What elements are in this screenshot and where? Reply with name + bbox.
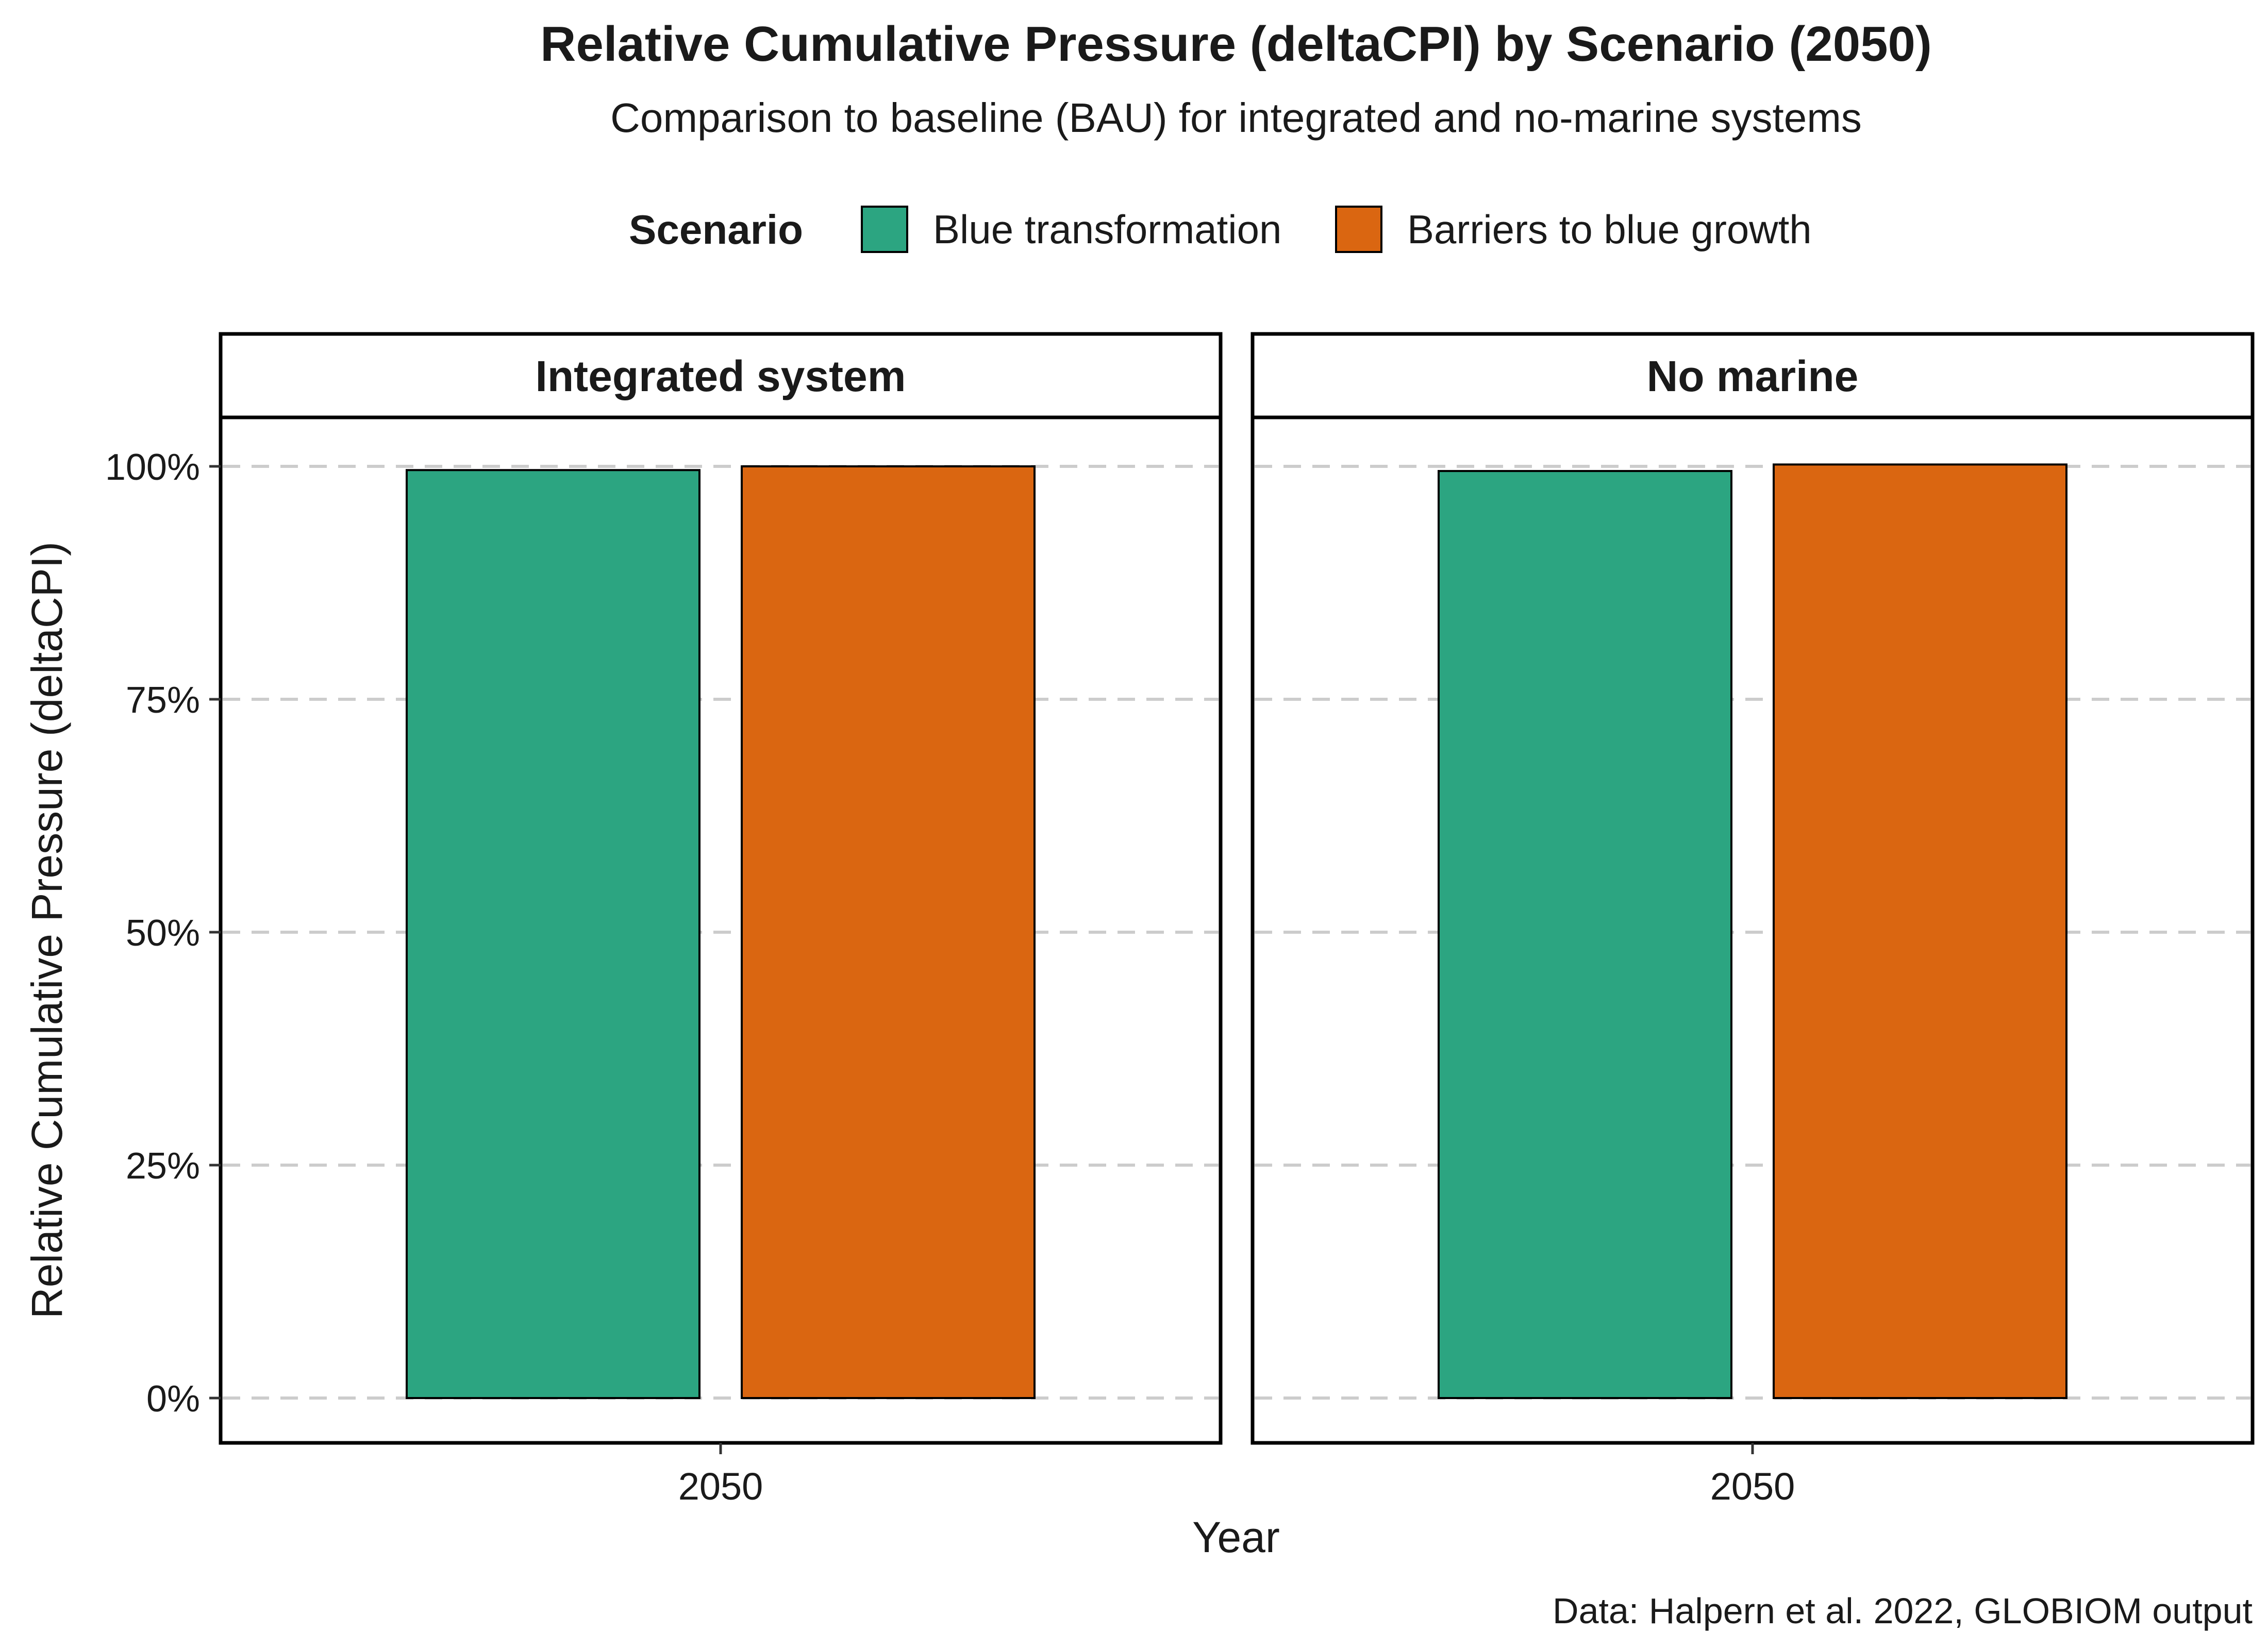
legend: Scenario Blue transformation Barriers to b…: [629, 206, 1812, 253]
legend-label: Blue transformation: [933, 207, 1281, 252]
y-axis-label: Relative Cumulative Pressure (deltaCPI): [23, 542, 71, 1319]
y-tick-label: 25%: [126, 1146, 200, 1187]
chart-subtitle: Comparison to baseline (BAU) for integra…: [610, 95, 1862, 141]
facet-panel-integrated-system: Integrated system 2050: [219, 332, 1223, 1508]
facet-strip-label: No marine: [1647, 352, 1859, 400]
x-tick-label: 2050: [678, 1465, 763, 1508]
y-tick-label: 50%: [126, 913, 200, 954]
y-tick-label: 75%: [126, 680, 200, 721]
legend-title: Scenario: [629, 207, 803, 253]
bar-barriers-to-blue-growth-no-marine: [1773, 463, 2067, 1399]
facet-strip-label: Integrated system: [536, 352, 906, 400]
bar-blue-transformation-integrated-system: [406, 469, 701, 1399]
x-axis-label: Year: [1192, 1513, 1280, 1561]
facet-panel-no-marine: No marine 2050: [1250, 332, 2255, 1508]
y-tick-label: 0%: [146, 1378, 200, 1420]
facet-strip: [1250, 332, 2255, 419]
bar-blue-transformation-no-marine: [1438, 470, 1732, 1399]
y-axis: 0% 25% 50% 75% 100%: [105, 447, 221, 1420]
y-tick-label: 100%: [105, 447, 200, 488]
legend-label: Barriers to blue growth: [1407, 207, 1812, 252]
legend-key-barriers-to-blue-growth: [1335, 206, 1382, 253]
facet-panels: Integrated system 2050 No marine 2050 0% 25% 5…: [105, 332, 2255, 1508]
legend-key-blue-transformation: [861, 206, 908, 253]
x-tick-label: 2050: [1710, 1465, 1795, 1508]
chart-title: Relative Cumulative Pressure (deltaCPI) …: [540, 16, 1932, 72]
chart-caption: Data: Halpern et al. 2022, GLOBIOM outpu…: [1553, 1591, 2253, 1631]
bar-barriers-to-blue-growth-integrated-system: [741, 465, 1036, 1399]
